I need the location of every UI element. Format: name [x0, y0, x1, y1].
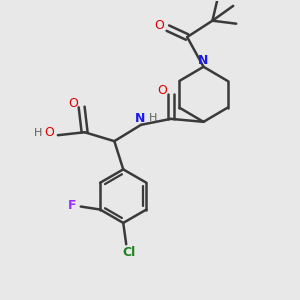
Text: F: F: [68, 199, 77, 212]
Text: O: O: [158, 83, 167, 97]
Text: H: H: [34, 128, 43, 138]
Text: O: O: [68, 97, 78, 110]
Text: H: H: [149, 113, 157, 123]
Text: O: O: [45, 126, 55, 139]
Text: N: N: [198, 54, 209, 67]
Text: Cl: Cl: [123, 246, 136, 259]
Text: N: N: [134, 112, 145, 125]
Text: O: O: [154, 19, 164, 32]
